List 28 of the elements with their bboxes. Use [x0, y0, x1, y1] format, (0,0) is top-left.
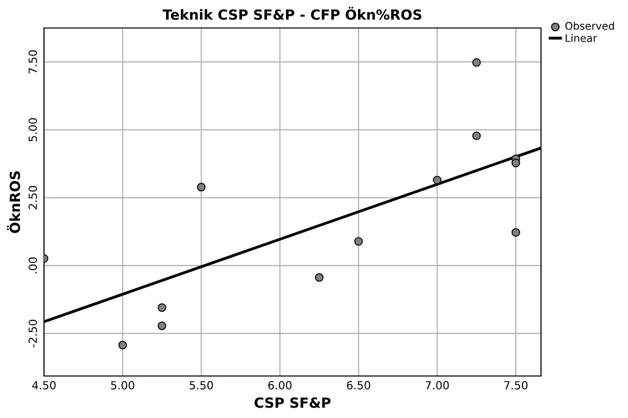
y-tick-label: 5.00 [28, 118, 37, 142]
point [196, 182, 206, 192]
legend-label: Linear [566, 34, 598, 42]
point [472, 131, 481, 140]
y-tick-label: 2.50 [28, 186, 37, 210]
y-tick-label: 7.50 [28, 50, 37, 74]
point [314, 273, 324, 282]
x-tick-label: 6.00 [268, 381, 292, 390]
point [118, 340, 127, 350]
y-tick-label: .00 [28, 257, 37, 274]
point [512, 158, 520, 168]
point [354, 237, 363, 246]
y-axis-title: ÖknROS [7, 171, 20, 234]
point [472, 58, 481, 67]
x-tick-label: 6.50 [346, 381, 370, 390]
point [432, 176, 442, 184]
chart-title: Teknik CSP SF&P - CFP Ökn%ROS [162, 6, 422, 20]
y-tick-label: -2.50 [28, 320, 37, 348]
point [158, 303, 166, 312]
x-tick-label: 7.50 [504, 381, 528, 390]
x-axis-title: CSP SF&P [254, 397, 331, 408]
point [512, 228, 520, 237]
x-tick-label: 7.00 [426, 381, 449, 390]
legend-label: Observed [565, 22, 614, 30]
x-tick-label: 5.00 [111, 381, 134, 390]
x-tick-label: 4.50 [32, 381, 56, 390]
x-tick-label: 5.50 [190, 381, 213, 390]
point [158, 321, 166, 330]
